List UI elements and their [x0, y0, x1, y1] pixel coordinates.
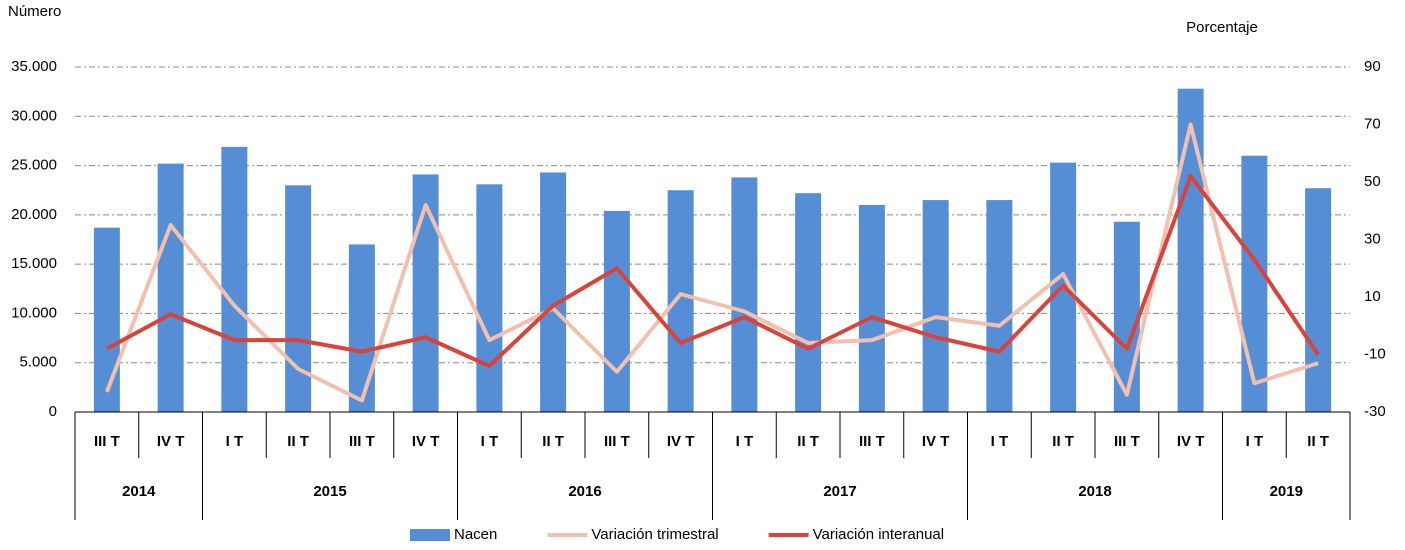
y-tick-label: 30.000: [11, 107, 57, 124]
y2-tick-label: -30: [1364, 403, 1386, 420]
bar: [285, 185, 312, 412]
x-tick-label: III T: [94, 433, 120, 450]
group-label: 2018: [1078, 483, 1111, 500]
bar: [1113, 221, 1140, 412]
bar: [858, 205, 885, 412]
legend-label: Variación interanual: [813, 526, 944, 543]
y2-tick-label: 70: [1364, 115, 1381, 132]
y-axis-label: Número: [8, 3, 61, 20]
y-tick-label: 10.000: [11, 304, 57, 321]
bar: [731, 177, 758, 412]
x-tick-label: IV T: [1177, 433, 1205, 450]
y-tick-label: 5.000: [19, 354, 57, 371]
y-tick-label: 35.000: [11, 58, 57, 75]
y2-tick-label: 50: [1364, 173, 1381, 190]
bar: [1177, 88, 1204, 412]
x-tick-label: II T: [542, 433, 564, 450]
x-tick-label: III T: [859, 433, 885, 450]
legend-label: Nacen: [454, 526, 497, 543]
y2-tick-label: 90: [1364, 58, 1381, 75]
x-tick-label: I T: [991, 433, 1009, 450]
bar: [922, 200, 949, 412]
bar: [667, 190, 694, 412]
group-label: 2016: [568, 483, 601, 500]
x-tick-label: I T: [1246, 433, 1264, 450]
x-tick-label: III T: [604, 433, 630, 450]
group-label: 2017: [823, 483, 856, 500]
bar: [986, 200, 1013, 412]
legend-label: Variación trimestral: [591, 526, 718, 543]
bar: [795, 193, 822, 412]
bar: [540, 172, 567, 412]
y2-tick-label: 30: [1364, 230, 1381, 247]
y-tick-label: 0: [49, 403, 57, 420]
group-label: 2014: [122, 483, 156, 500]
x-tick-label: I T: [481, 433, 499, 450]
y-tick-label: 15.000: [11, 255, 57, 272]
x-tick-label: III T: [349, 433, 375, 450]
y2-axis-label: Porcentaje: [1186, 19, 1258, 36]
bar: [1305, 188, 1332, 412]
x-tick-label: I T: [736, 433, 754, 450]
line: [105, 174, 1320, 368]
bar: [412, 174, 439, 412]
bar: [476, 184, 503, 412]
y-tick-label: 25.000: [11, 157, 57, 174]
x-tick-label: II T: [1307, 433, 1329, 450]
group-label: 2019: [1270, 483, 1303, 500]
bar: [157, 163, 184, 412]
x-tick-label: IV T: [667, 433, 695, 450]
y2-tick-label: -10: [1364, 345, 1386, 362]
x-tick-label: IV T: [412, 433, 440, 450]
bar: [348, 244, 375, 412]
bar: [603, 210, 630, 412]
y2-tick-label: 10: [1364, 288, 1381, 305]
x-tick-label: III T: [1114, 433, 1140, 450]
x-tick-label: I T: [226, 433, 244, 450]
y-tick-label: 20.000: [11, 206, 57, 223]
x-tick-label: II T: [797, 433, 819, 450]
legend-swatch: [410, 529, 450, 541]
line: [105, 122, 1319, 403]
x-tick-label: II T: [1052, 433, 1074, 450]
bar: [221, 146, 248, 413]
bar: [93, 227, 120, 412]
bar: [1241, 155, 1268, 412]
x-tick-label: II T: [287, 433, 309, 450]
x-tick-label: IV T: [922, 433, 950, 450]
x-tick-label: IV T: [157, 433, 185, 450]
group-label: 2015: [313, 483, 346, 500]
